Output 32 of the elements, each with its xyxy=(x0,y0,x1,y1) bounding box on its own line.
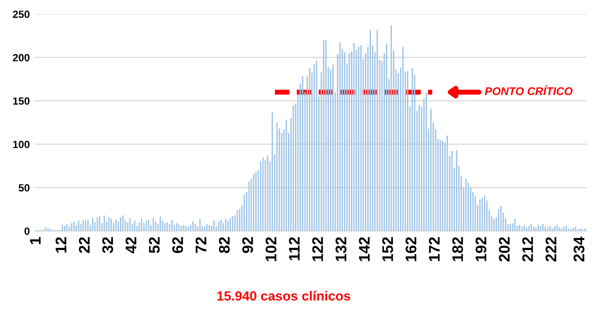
y-tick-label: 0 xyxy=(24,227,30,235)
x-tick-label: 132 xyxy=(336,237,346,262)
y-tick-label: 100 xyxy=(13,140,30,148)
y-tick-label: 50 xyxy=(18,184,30,192)
y-tick-label: 250 xyxy=(12,10,30,18)
ref-line-label: PONTO CRÍTICO xyxy=(484,85,573,96)
x-tick-label: 82 xyxy=(218,237,230,254)
x-tick-label: 142 xyxy=(358,237,370,262)
x-tick-label: 152 xyxy=(382,237,394,262)
x-tick-label: 72 xyxy=(196,237,206,253)
x-tick-label: 22 xyxy=(78,237,90,254)
y-tick-label: 150 xyxy=(13,97,30,105)
x-tick-label: 172 xyxy=(428,237,440,262)
x-tick-label: 92 xyxy=(242,237,254,254)
x-tick-label: 182 xyxy=(452,237,464,262)
x-tick-label: 12 xyxy=(56,237,66,253)
x-tick-label: 32 xyxy=(102,237,114,254)
x-tick-label: 1 xyxy=(30,236,41,244)
x-tick-label: 52 xyxy=(148,237,160,254)
x-tick-label: 42 xyxy=(126,237,136,254)
x-tick-label: 162 xyxy=(406,237,416,262)
x-tick-label: 222 xyxy=(546,237,556,262)
x-tick-label: 112 xyxy=(288,237,300,260)
x-tick-label: 122 xyxy=(312,237,323,262)
x-tick-label: 62 xyxy=(172,237,184,253)
y-tick-label: 200 xyxy=(12,54,30,62)
x-tick-label: 202 xyxy=(498,237,510,262)
x-tick-label: 212 xyxy=(522,237,533,262)
x-tick-label: 102 xyxy=(266,237,276,262)
text: 15.940 casos clínicos xyxy=(217,290,350,301)
x-tick-label: 192 xyxy=(476,237,486,262)
x-tick-label: 234 xyxy=(574,236,584,262)
